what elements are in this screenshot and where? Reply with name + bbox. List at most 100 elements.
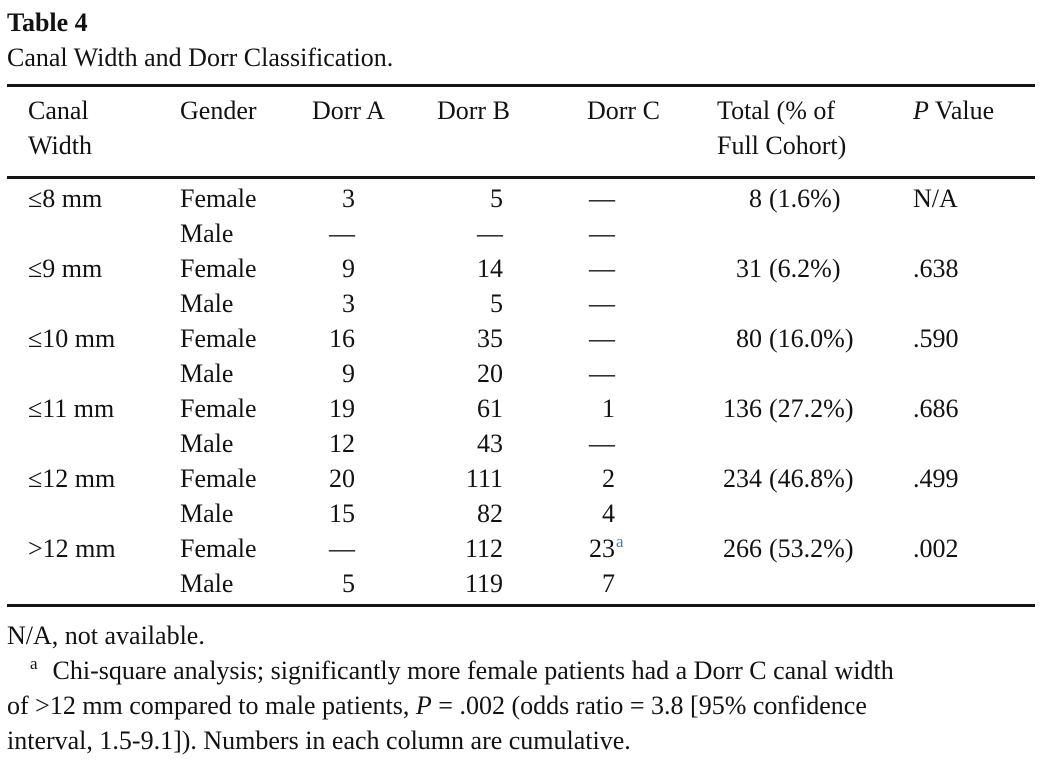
footnote-a-text2-post: = .002 (odds ratio = 3.8 [95% confidence [431,691,867,720]
table-row: ≤9 mm Female 9 14 — 31 (6.2%) .638 [7,251,1035,286]
col-header-dorr-a: Dorr A [312,96,385,125]
table-row: >12 mm Female — 112 23a 266 (53.2%) .002 [7,531,1035,566]
cell-dorr-c: — [589,324,615,353]
footnote-a-marker: a [30,654,38,674]
cell-p-value: .002 [913,534,959,563]
cell-dorr-a: 15 [329,499,355,528]
footnote-a-link[interactable]: a [616,532,624,552]
col-header-canal-width: Canal Width [28,96,92,160]
cell-p-value: .590 [913,324,959,353]
footnote-a-line1: a Chi-square analysis; significantly more… [7,653,1035,688]
cell-gender: Female [180,254,257,283]
cell-dorr-b: 119 [464,569,503,598]
cell-total: 136 (27.2%) [723,394,854,423]
cell-gender: Female [180,184,257,213]
cell-dorr-c: — [589,254,615,283]
cell-canal-width: ≤8 mm [28,184,103,213]
cell-canal-width: >12 mm [28,534,116,563]
cell-canal-width: ≤10 mm [28,324,116,353]
cell-p-value [913,566,1028,601]
cell-total: 31 (6.2%) [736,254,841,283]
cell-dorr-b: 111 [465,464,503,493]
cell-dorr-c: — [589,289,615,318]
table-row: Male 3 5 — [7,286,1035,321]
cell-canal-width: ≤9 mm [28,254,103,283]
cell-total [717,356,913,391]
cell-dorr-a: 5 [342,569,355,598]
cell-canal-width [7,286,180,321]
footnote-a-text2-pre: of >12 mm compared to male patients, [7,691,416,720]
cell-dorr-c: — [589,359,615,388]
cell-total: 266 (53.2%) [723,534,854,563]
cell-dorr-a: 3 [342,289,355,318]
cell-dorr-b: 35 [477,324,503,353]
cell-total [717,426,913,461]
footnote-a-line2: of >12 mm compared to male patients, P =… [7,688,1035,723]
table-footnotes: N/A, not available. a Chi-square analysis… [7,618,1035,758]
cell-total [717,216,913,251]
cell-canal-width [7,426,180,461]
cell-total [717,496,913,531]
table-row: ≤8 mm Female 3 5 — 8 (1.6%) N/A [7,181,1035,216]
col-header-dorr-b: Dorr B [437,96,510,125]
cell-dorr-a: 16 [329,324,355,353]
cell-dorr-c: 4 [602,499,615,528]
data-table: Canal Width Gender Dorr A Dorr B Dorr C … [7,84,1035,607]
cell-canal-width: ≤11 mm [28,394,115,423]
cell-p-value [913,356,1028,391]
cell-gender: Male [180,569,234,598]
cell-dorr-c: — [589,429,615,458]
cell-total: 234 (46.8%) [723,464,854,493]
cell-gender: Female [180,324,257,353]
table-row: ≤10 mm Female 16 35 — 80 (16.0%) .590 [7,321,1035,356]
cell-gender: Male [180,359,234,388]
cell-canal-width [7,356,180,391]
cell-dorr-a: — [329,219,355,248]
col-header-gender: Gender [180,96,257,125]
table-row: ≤12 mm Female 20 111 2 234 (46.8%) .499 [7,461,1035,496]
col-header-total: Total (% of Full Cohort) [717,93,913,163]
cell-gender: Male [180,289,234,318]
cell-canal-width [7,566,180,601]
cell-gender: Female [180,534,257,563]
cell-dorr-b: 20 [477,359,503,388]
cell-dorr-c: 2 [602,464,615,493]
table-caption: Canal Width and Dorr Classification. [7,43,394,72]
cell-dorr-a: 9 [342,254,355,283]
col-header-total-line2: Full Cohort) [717,131,847,160]
cell-dorr-b: 14 [477,254,503,283]
cell-dorr-c: — [589,184,615,213]
cell-dorr-b: 61 [477,394,503,423]
p-symbol: P [415,691,432,720]
cell-dorr-a: 3 [342,184,355,213]
cell-gender: Male [180,429,234,458]
col-header-dorr-c: Dorr C [587,96,660,125]
cell-p-value [913,286,1028,321]
cell-dorr-c: 23a [589,532,624,563]
cell-gender: Female [180,394,257,423]
table-row: Male 9 20 — [7,356,1035,391]
table-title: Table 4 [7,8,88,37]
table-row: ≤11 mm Female 19 61 1 136 (27.2%) .686 [7,391,1035,426]
table-row: Male 12 43 — [7,426,1035,461]
p-symbol: P [913,96,929,125]
table-body: ≤8 mm Female 3 5 — 8 (1.6%) N/A Male — — … [7,179,1035,607]
table-row: Male — — — [7,216,1035,251]
cell-canal-width [7,496,180,531]
table-header-row: Canal Width Gender Dorr A Dorr B Dorr C … [7,87,1035,179]
cell-total: 8 (1.6%) [749,184,841,213]
cell-p-value: N/A [913,184,958,213]
cell-total [717,566,913,601]
col-header-total-line1: Total (% of [717,96,836,125]
cell-dorr-a: — [329,534,355,563]
cell-p-value: .686 [913,394,959,423]
cell-dorr-a: 20 [329,464,355,493]
cell-canal-width: ≤12 mm [28,464,116,493]
cell-p-value: .499 [913,464,959,493]
cell-dorr-a: 19 [329,394,355,423]
cell-dorr-b: 5 [490,184,503,213]
cell-gender: Female [180,464,257,493]
cell-dorr-c: 7 [602,569,615,598]
cell-p-value [913,496,1028,531]
